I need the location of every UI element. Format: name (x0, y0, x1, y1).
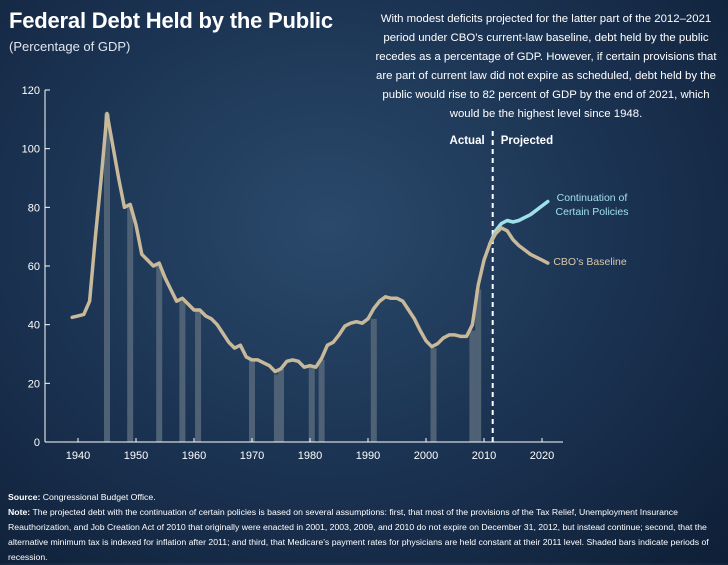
recession-bar-9 (318, 359, 325, 442)
recession-bar-1 (127, 207, 134, 442)
note-label: Note: (8, 507, 31, 517)
x-tick-label-2010: 2010 (472, 450, 496, 462)
source-line: Source: Congressional Budget Office. (8, 490, 720, 505)
series-label-baseline: CBO’s Baseline (553, 256, 627, 268)
note-text: The projected debt with the continuation… (8, 507, 709, 562)
x-tick-label-2020: 2020 (530, 450, 554, 462)
series-label-continuation: Continuation of Certain Policies (556, 192, 629, 218)
y-tick-label-120: 120 (22, 85, 40, 97)
recession-bar-4 (195, 310, 202, 442)
x-tick-label-1990: 1990 (356, 450, 380, 462)
recession-bar-5 (249, 359, 255, 442)
y-tick-label-40: 40 (28, 320, 40, 332)
x-tick-label-1960: 1960 (182, 450, 206, 462)
y-tick-label-20: 20 (28, 378, 40, 390)
chart-title: Federal Debt Held by the Public (9, 8, 333, 33)
actual-label: Actual (450, 135, 485, 147)
x-tick-label-1940: 1940 (66, 450, 90, 462)
chart-subtitle: (Percentage of GDP) (9, 39, 131, 54)
x-tick-label-1950: 1950 (124, 450, 148, 462)
chart-annotation: With modest deficits projected for the l… (375, 13, 717, 120)
series-lines (70, 111, 550, 374)
projected-label: Projected (501, 135, 553, 147)
recession-bar-11 (430, 348, 437, 442)
series-label-continuation-line-0: Continuation of (557, 192, 628, 204)
axes: 0 20 40 60 80 100 120 1940 1950 1960 1970 1980 1990 2… (22, 85, 563, 462)
recession-bar-8 (308, 365, 315, 442)
x-tick-label-1970: 1970 (240, 450, 264, 462)
y-tick-label-60: 60 (28, 261, 40, 273)
series-labels: Continuation of Certain Policies CBO’s Ba… (553, 192, 628, 268)
recession-bar-2 (156, 266, 163, 442)
recession-bar-13 (475, 289, 482, 442)
recession-bar-3 (179, 301, 186, 442)
recession-bar-0 (104, 113, 110, 442)
note-line: Note: The projected debt with the contin… (8, 505, 720, 565)
x-tick-label-1980: 1980 (298, 450, 322, 462)
y-tick-label-0: 0 (34, 437, 40, 449)
y-tick-label-100: 100 (22, 144, 40, 156)
series-line-continuation (488, 199, 550, 246)
series-line-actual (70, 111, 492, 374)
recession-bar-10 (370, 318, 377, 442)
x-tick-label-2000: 2000 (414, 450, 438, 462)
actual-projected-divider: Actual Projected (450, 131, 553, 442)
recession-bar-12 (469, 330, 476, 442)
source-text: Congressional Budget Office. (42, 492, 156, 502)
series-line-baseline (488, 226, 550, 265)
recession-bar-6 (273, 374, 280, 442)
source-label: Source: (8, 492, 41, 502)
series-label-continuation-line-1: Certain Policies (556, 206, 629, 218)
recession-bar-7 (278, 368, 284, 442)
y-tick-label-80: 80 (28, 202, 40, 214)
source-notes: Source: Congressional Budget Office. Not… (8, 490, 720, 565)
recession-bars (104, 113, 482, 442)
